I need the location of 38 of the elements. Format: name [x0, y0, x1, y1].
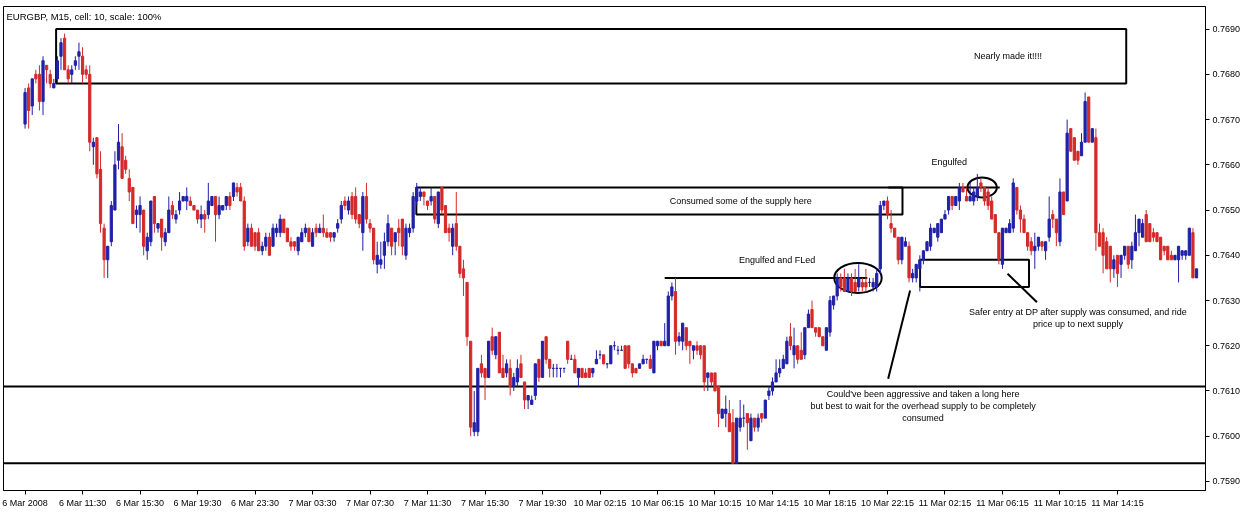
- x-tick-label: 11 Mar 14:15: [1091, 497, 1144, 508]
- x-tick-label: 6 Mar 11:30: [58, 497, 107, 508]
- annotation: Safer entry at DP after supply was consumed, and ride price up to next supply: [968, 306, 1187, 329]
- y-tick-label: 0.7600: [1212, 431, 1241, 442]
- y-tick-label: 0.7650: [1212, 205, 1241, 216]
- x-tick-label: 6 Mar 15:30: [116, 497, 165, 508]
- y-tick-label: 0.7630: [1212, 295, 1241, 306]
- x-tick-label: 10 Mar 14:15: [745, 497, 800, 508]
- y-tick-label: 0.7680: [1212, 69, 1241, 80]
- y-tick-label: 0.7660: [1212, 159, 1241, 170]
- x-tick-label: 7 Mar 03:30: [288, 497, 337, 508]
- x-tick-label: 7 Mar 19:30: [518, 497, 567, 508]
- y-tick-label: 0.7620: [1212, 340, 1241, 351]
- y-tick-label: 0.7640: [1212, 250, 1241, 261]
- x-tick-label: 10 Mar 22:15: [860, 497, 915, 508]
- x-tick-label: 10 Mar 18:15: [803, 497, 857, 508]
- x-tick-label: 11 Mar 10:15: [1033, 497, 1087, 508]
- annotation: Could've been aggressive and taken a long here but best to wait for the overhead supply to be completely consumed: [810, 388, 1037, 423]
- y-tick-label: 0.7690: [1212, 24, 1241, 35]
- x-tick-label: 11 Mar 06:15: [976, 497, 1029, 508]
- chart-title: EURGBP, M15, cell: 10, scale: 100%: [6, 10, 163, 22]
- x-tick-label: 6 Mar 23:30: [231, 497, 280, 508]
- band-label: Consumed some of the supply here: [669, 196, 812, 206]
- y-tick-label: 0.7590: [1212, 476, 1241, 487]
- x-tick-label: 10 Mar 06:15: [630, 497, 685, 508]
- x-tick-label: 11 Mar 02:15: [918, 497, 972, 508]
- ref-line-label: Engulfed and FLed: [739, 254, 816, 265]
- y-tick-label: 0.7670: [1212, 114, 1241, 125]
- band-label: Nearly made it!!!!: [973, 51, 1042, 62]
- x-tick-label: 6 Mar 2008: [2, 497, 48, 508]
- x-tick-label: 10 Mar 10:15: [688, 497, 742, 508]
- ref-line-label: Engulfed: [931, 157, 968, 168]
- x-tick-label: 7 Mar 15:30: [461, 497, 510, 508]
- x-tick-label: 6 Mar 19:30: [173, 497, 222, 508]
- x-tick-label: 10 Mar 02:15: [573, 497, 627, 508]
- x-tick-label: 7 Mar 07:30: [346, 497, 395, 508]
- x-tick-label: 7 Mar 11:30: [403, 497, 452, 508]
- y-tick-label: 0.7610: [1212, 385, 1241, 396]
